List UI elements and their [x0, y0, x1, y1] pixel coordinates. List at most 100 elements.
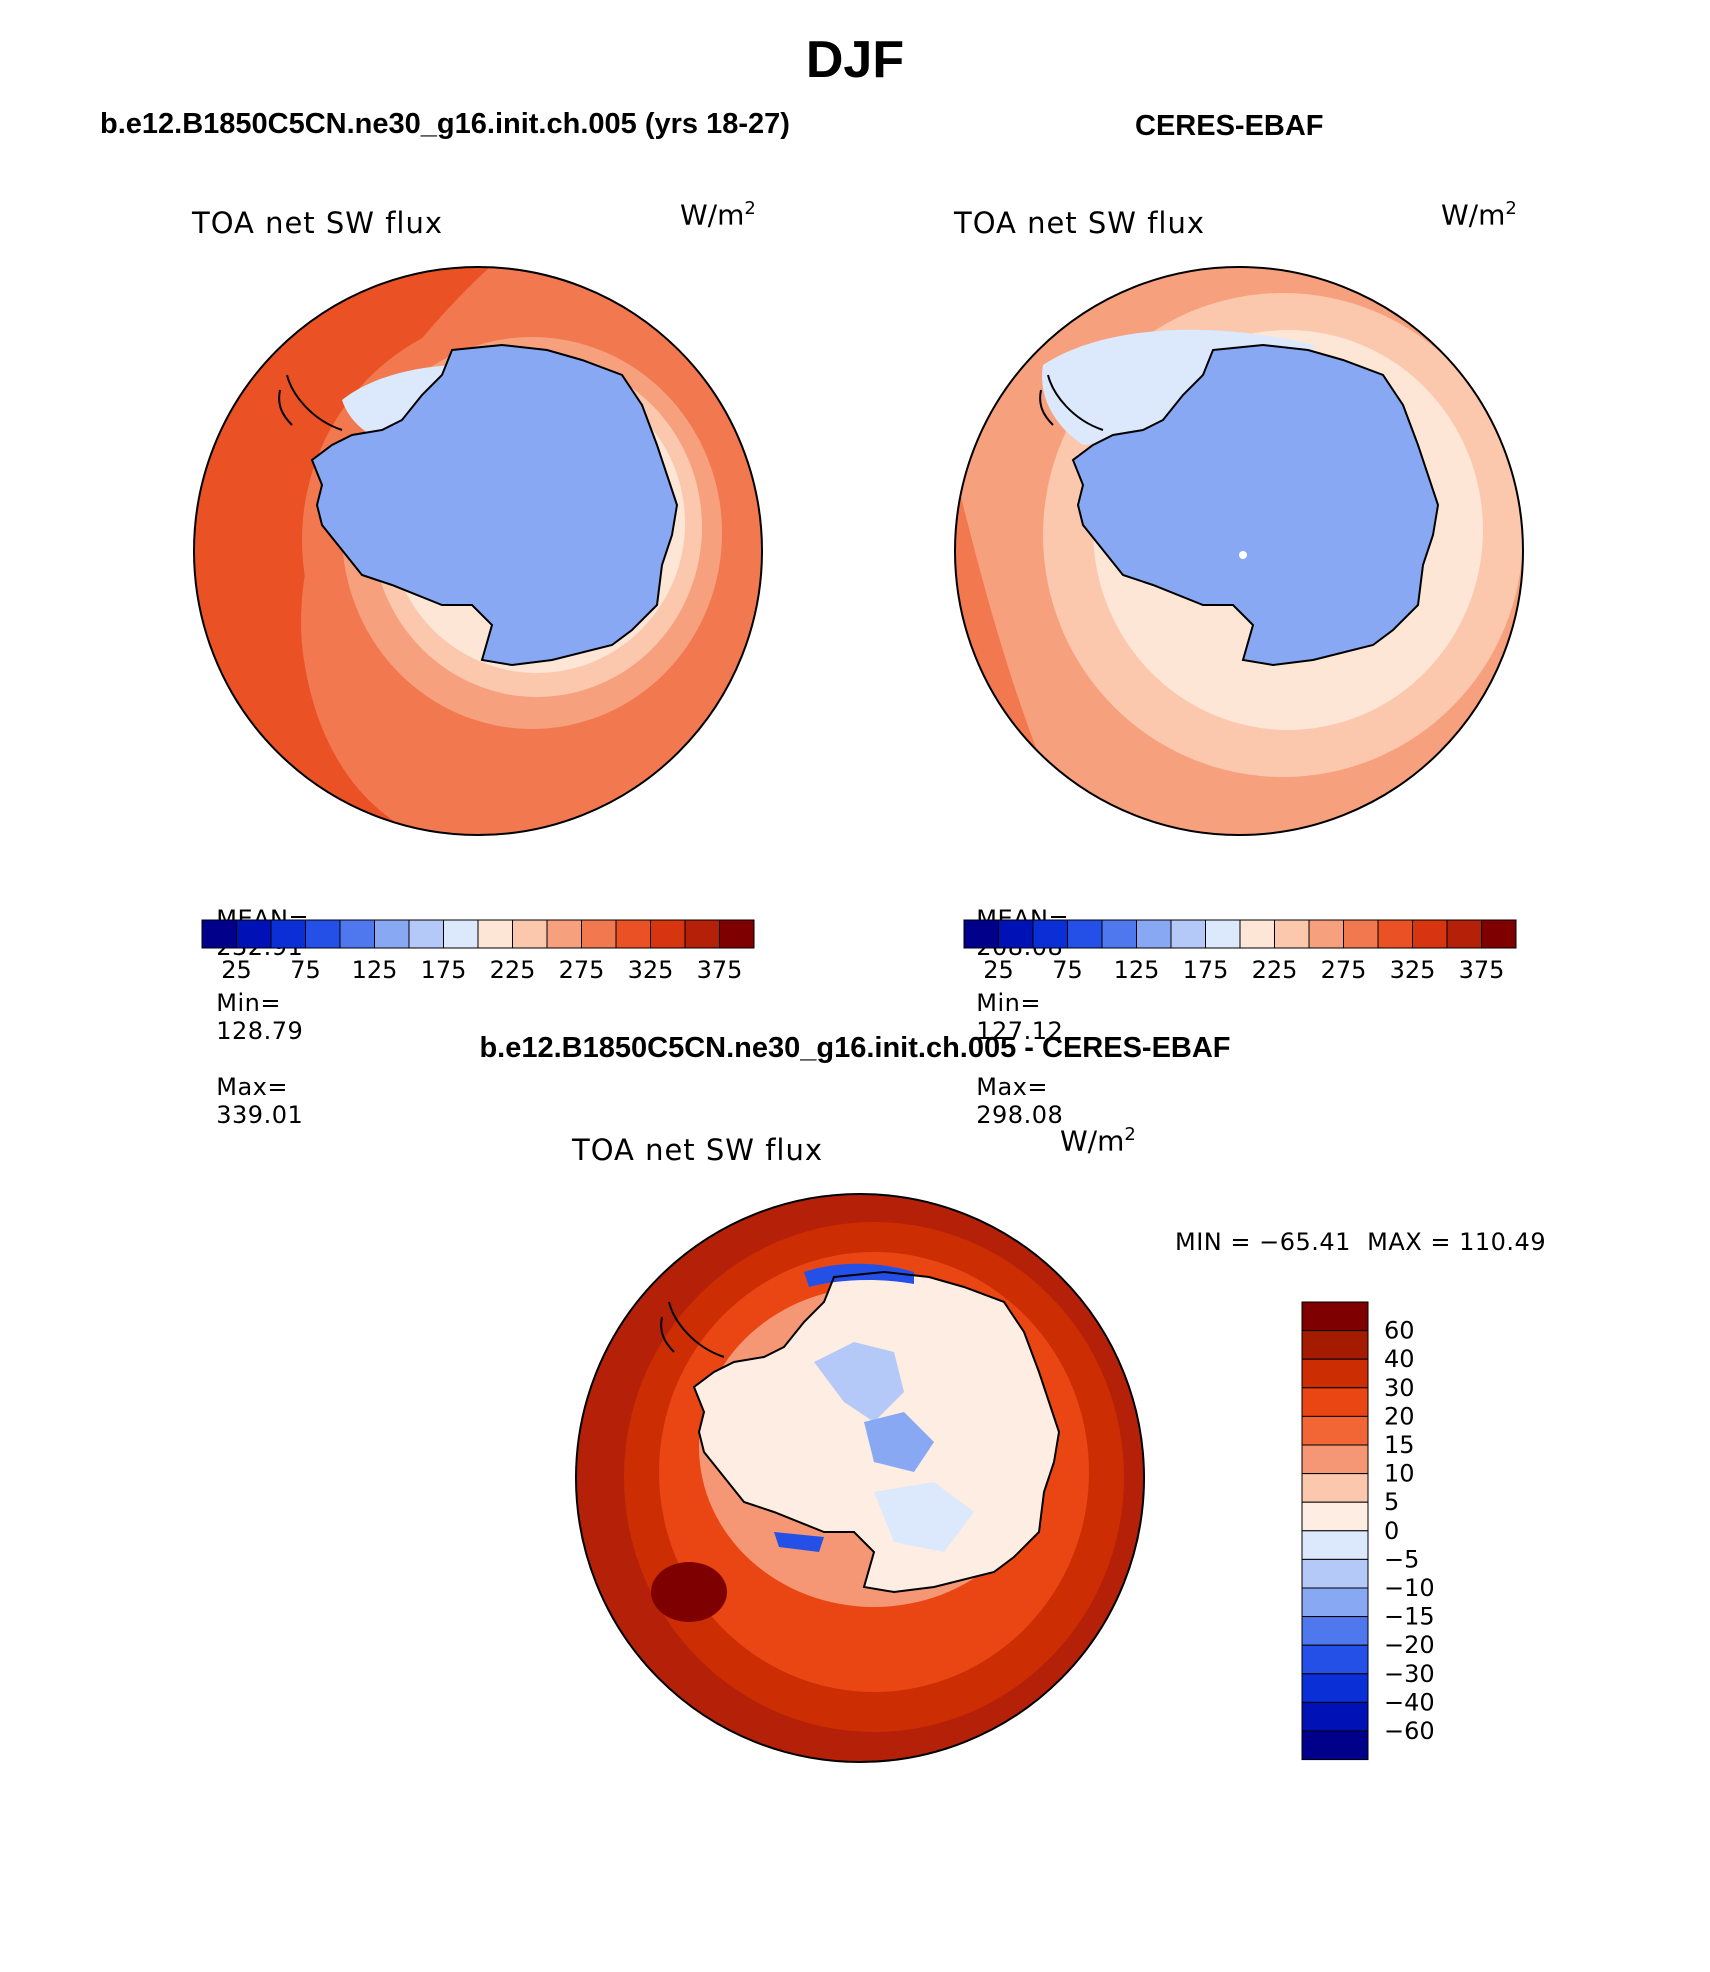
diff-panel-title: b.e12.B1850C5CN.ne30_g16.init.ch.005 - C… — [479, 1032, 1231, 1064]
model-colorbar: 25 75 125 175 225 275 325 375 — [201, 919, 755, 984]
model-stats: MEAN= 232.91 Min= 128.79 Max= 339.01 — [200, 877, 309, 1129]
obs-colorbar-tick-label: 125 — [1114, 956, 1160, 984]
obs-coastline — [1071, 343, 1440, 667]
model-colorbar-swatch — [650, 919, 686, 949]
obs-colorbar-swatch — [998, 919, 1034, 949]
obs-colorbar-swatch — [1481, 919, 1517, 949]
obs-colorbar-tick-label: 325 — [1390, 956, 1436, 984]
model-max-value: 339.01 — [216, 1101, 304, 1129]
diff-colorbar-swatch — [1301, 1415, 1369, 1446]
model-colorbar-swatch — [374, 919, 410, 949]
model-colorbar-tick-label: 175 — [421, 956, 467, 984]
obs-pole-marker — [1239, 551, 1247, 559]
diff-colorbar-tick-label: −60 — [1384, 1717, 1435, 1745]
model-colorbar-tick-label: 325 — [628, 956, 674, 984]
diff-colorbar-tick-label: −15 — [1384, 1603, 1435, 1631]
obs-colorbar-swatch — [1136, 919, 1172, 949]
diff-colorbar-swatch — [1301, 1301, 1369, 1332]
model-antarctica-fill — [312, 345, 677, 665]
model-colorbar-tick-label: 275 — [559, 956, 605, 984]
model-colorbar-tick-label: 225 — [490, 956, 536, 984]
model-colorbar-swatch — [270, 919, 306, 949]
obs-colorbar: 25 75 125 175 225 275 325 375 — [963, 919, 1517, 984]
diff-colorbar-swatch — [1301, 1330, 1369, 1360]
diff-colorbar-swatch — [1301, 1444, 1369, 1475]
diff-colorbar-swatch — [1301, 1730, 1369, 1761]
model-peninsula-coast — [278, 374, 343, 431]
obs-map-border — [954, 266, 1524, 836]
diff-hotspot-60 — [651, 1562, 727, 1622]
obs-min-label: Min= — [976, 989, 1041, 1017]
diff-colorbar-swatch — [1301, 1644, 1369, 1675]
obs-panel-title: CERES-EBAF — [1135, 110, 1324, 142]
diff-colorbar-tick-label: −30 — [1384, 1660, 1435, 1688]
model-colorbar-swatch — [477, 919, 513, 949]
model-panel-title: b.e12.B1850C5CN.ne30_g16.init.ch.005 (yr… — [100, 108, 790, 140]
model-colorbar-swatch — [201, 919, 237, 949]
diff-peninsula-coast — [660, 1301, 725, 1358]
model-colorbar-tick-label: 375 — [697, 956, 743, 984]
diff-interior-minus10 — [814, 1342, 904, 1422]
diff-colorbar-swatch — [1301, 1387, 1369, 1417]
obs-max-value: 298.08 — [976, 1101, 1064, 1129]
diff-minmax-label: MIN = −65.41 MAX = 110.49 — [1175, 1228, 1547, 1256]
model-colorbar-tick-label: 25 — [221, 956, 252, 984]
obs-colorbar-swatch — [1205, 919, 1241, 949]
model-colorbar-swatch — [615, 919, 651, 949]
diff-coast-minus20-b — [774, 1532, 824, 1552]
obs-variable-label: TOA net SW flux — [954, 206, 1206, 240]
diff-colorbar-swatch — [1301, 1673, 1369, 1703]
obs-stats: MEAN= 208.08 Min= 127.12 Max= 298.08 — [960, 877, 1069, 1129]
diff-colorbar-tick-label: 30 — [1384, 1374, 1415, 1402]
obs-colorbar-swatch — [1343, 919, 1379, 949]
model-colorbar-swatch — [512, 919, 548, 949]
obs-polar-map — [954, 266, 1524, 836]
diff-colorbar-tick-label: −40 — [1384, 1688, 1435, 1716]
diff-coastline — [692, 1270, 1061, 1594]
diff-colorbar-swatch — [1301, 1473, 1369, 1503]
obs-antarctica-fill — [1073, 345, 1438, 665]
model-coastline — [310, 343, 679, 667]
obs-colorbar-swatch — [1274, 919, 1310, 949]
model-max-label: Max= — [216, 1073, 288, 1101]
diff-colorbar-swatch — [1301, 1587, 1369, 1618]
model-polar-map — [193, 266, 763, 836]
model-colorbar-swatch — [339, 919, 375, 949]
model-colorbar-tick-label: 75 — [290, 956, 321, 984]
obs-max-label: Max= — [976, 1073, 1048, 1101]
obs-colorbar-swatch — [1377, 919, 1413, 949]
model-map-border — [193, 266, 763, 836]
obs-units-label: W/m2 — [1441, 198, 1517, 232]
model-colorbar-tick-label: 125 — [352, 956, 398, 984]
diff-colorbar-tick-label: 40 — [1384, 1345, 1415, 1373]
obs-colorbar-tick-label: 375 — [1459, 956, 1505, 984]
obs-colorbar-tick-label: 75 — [1052, 956, 1083, 984]
model-colorbar-swatch — [305, 919, 341, 949]
obs-colorbar-swatch — [1239, 919, 1275, 949]
obs-colorbar-swatch — [1170, 919, 1206, 949]
obs-colorbar-swatch — [1032, 919, 1068, 949]
diff-colorbar-tick-label: 0 — [1384, 1517, 1399, 1545]
obs-colorbar-swatch — [1067, 919, 1103, 949]
model-colorbar-swatch — [408, 919, 444, 949]
obs-colorbar-swatch — [1308, 919, 1344, 949]
diff-colorbar-swatch — [1301, 1616, 1369, 1646]
diff-units-label: W/m2 — [1060, 1124, 1136, 1158]
obs-colorbar-swatch — [1101, 919, 1137, 949]
obs-peninsula-coast — [1039, 374, 1104, 431]
diff-colorbar-swatch — [1301, 1558, 1369, 1589]
model-min-label: Min= — [216, 989, 281, 1017]
page-title: DJF — [805, 31, 905, 89]
model-colorbar-swatch — [236, 919, 272, 949]
obs-colorbar-tick-label: 275 — [1321, 956, 1367, 984]
diff-colorbar-swatch — [1301, 1701, 1369, 1732]
diff-colorbar-tick-label: −10 — [1384, 1574, 1435, 1602]
diff-variable-label: TOA net SW flux — [572, 1133, 824, 1167]
diff-colorbar-swatch — [1301, 1501, 1369, 1532]
model-colorbar-swatch — [684, 919, 720, 949]
obs-colorbar-swatch — [963, 919, 999, 949]
obs-colorbar-tick-label: 225 — [1252, 956, 1298, 984]
diff-polar-map — [575, 1193, 1145, 1763]
diff-map-border — [575, 1193, 1145, 1763]
